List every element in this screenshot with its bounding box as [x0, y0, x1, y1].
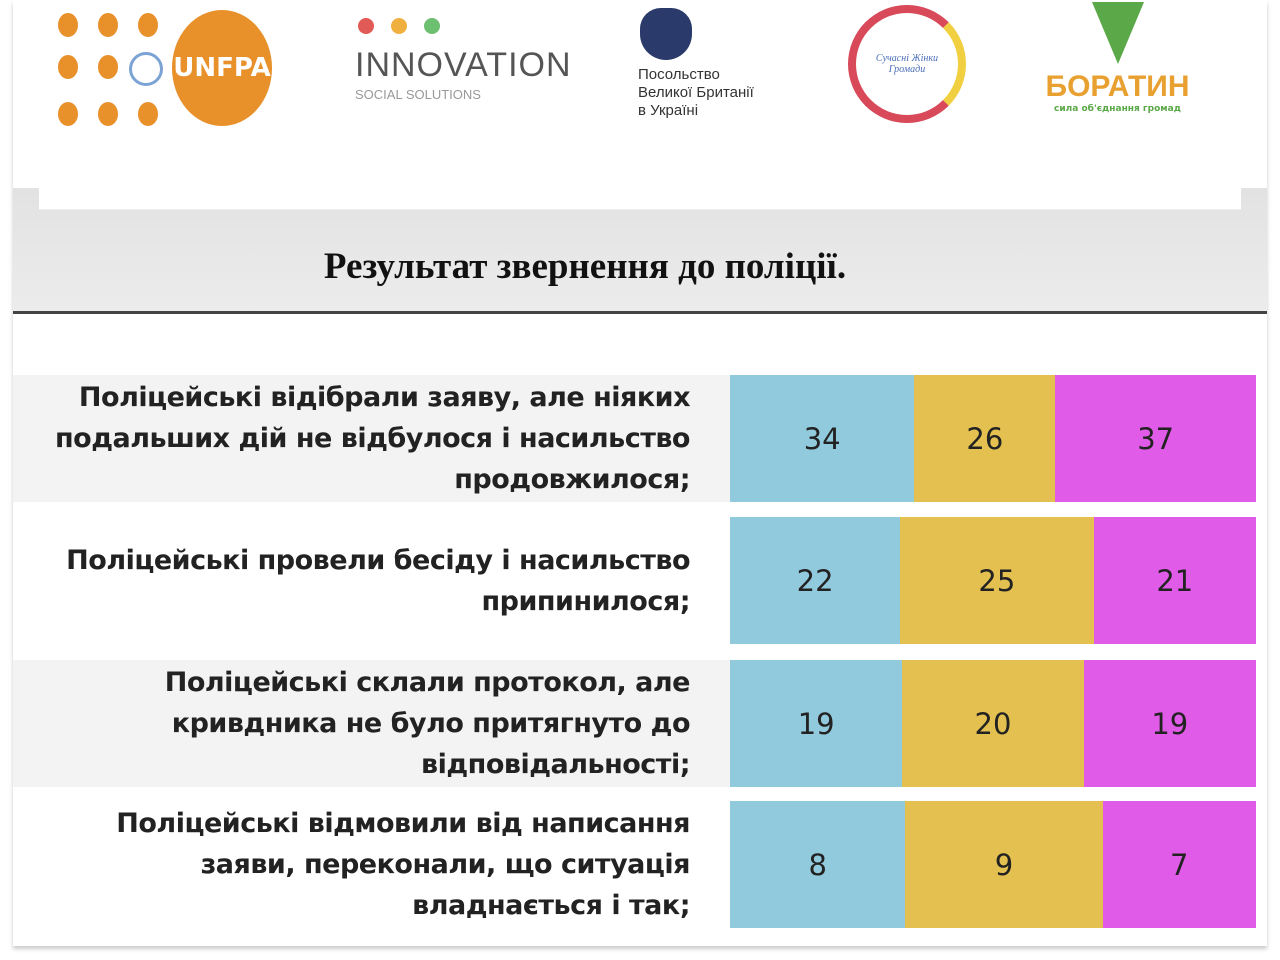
people-icon [1091, 2, 1144, 64]
category-label: Поліцейські відмовили від написання заяв… [116, 808, 690, 921]
title-divider [13, 311, 1267, 314]
stacked-bar: 19 20 19 [730, 660, 1256, 787]
bar-segment: 19 [730, 660, 903, 787]
bar-segment: 8 [730, 801, 906, 928]
chart-row: Поліцейські провели бесіду і насильство … [13, 517, 1256, 644]
data-label: 20 [974, 706, 1012, 741]
bar-segment: 22 [730, 517, 901, 644]
data-label: 37 [1137, 421, 1175, 456]
chart-row: Поліцейські відмовили від написання заяв… [13, 801, 1256, 928]
boratyn-logo: БОРАТИН сила об'єднання громад [1040, 2, 1195, 114]
innovation-logo: INNOVATION SOCIAL SOLUTIONS [355, 18, 572, 102]
chart-row: Поліцейські склали протокол, але кривдни… [13, 660, 1256, 787]
data-label: 34 [803, 421, 841, 456]
stacked-bar: 22 25 21 [730, 517, 1256, 644]
bar-segment: 34 [730, 375, 915, 502]
unfpa-logo: UNFPA [55, 10, 280, 130]
data-label: 19 [1151, 706, 1189, 741]
royal-crest-icon [640, 8, 692, 60]
category-label: Поліцейські склали протокол, але кривдни… [13, 660, 730, 787]
category-label: Поліцейські провели бесіду і насильство … [66, 544, 690, 617]
bar-segment: 26 [914, 375, 1056, 502]
data-label: 8 [808, 847, 827, 882]
data-label: 9 [994, 847, 1014, 882]
data-label: 7 [1170, 847, 1189, 882]
slide-title: Результат звернення до поліції. [323, 246, 847, 287]
bar-segment: 37 [1055, 375, 1256, 502]
category-label: Поліцейські відібрали заяву, але ніяких … [13, 375, 730, 502]
bar-segment: 7 [1102, 801, 1256, 928]
stacked-bar: 8 9 7 [730, 801, 1256, 928]
bar-segment: 21 [1093, 517, 1256, 644]
data-label: 26 [966, 421, 1004, 456]
data-label: 21 [1156, 563, 1194, 598]
data-label: 19 [797, 706, 835, 741]
women-community-logo: Сучасні Жінки Громади [848, 5, 966, 123]
un-emblem-icon [129, 52, 163, 86]
bar-segment: 19 [1083, 660, 1256, 787]
partner-logos: UNFPA INNOVATION SOCIAL SOLUTIONS Посоль… [0, 0, 1280, 140]
uk-embassy-logo: Посольство Великої Британії в Україні [638, 8, 754, 120]
data-label: 22 [796, 563, 834, 598]
title-band [13, 188, 1267, 312]
bar-segment: 25 [900, 517, 1094, 644]
stacked-bar: 34 26 37 [730, 375, 1256, 502]
bar-segment: 9 [905, 801, 1103, 928]
data-label: 25 [978, 563, 1016, 598]
bar-segment: 20 [902, 660, 1084, 787]
chart-row: Поліцейські відібрали заяву, але ніяких … [13, 375, 1256, 502]
